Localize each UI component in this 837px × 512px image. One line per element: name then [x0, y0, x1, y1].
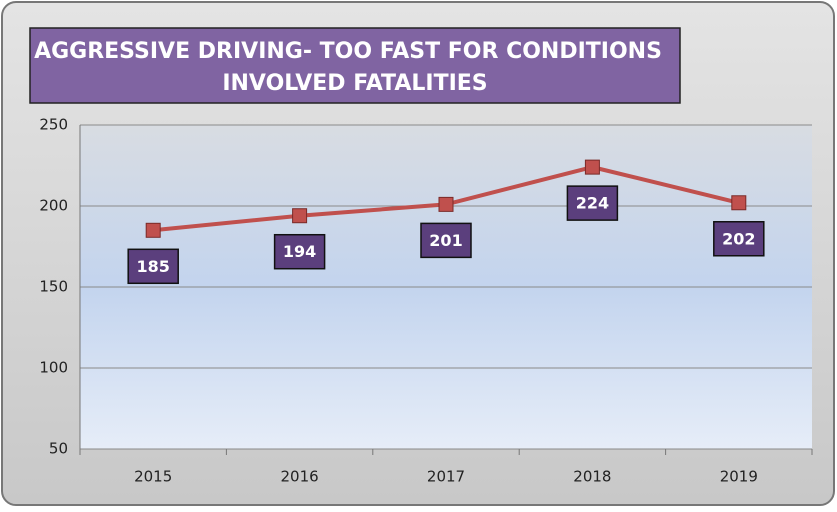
marker — [584, 159, 600, 175]
data-label-box — [713, 221, 765, 257]
data-label: 202 — [722, 229, 755, 248]
x-tick-label: 2015 — [134, 468, 172, 486]
data-label-box — [273, 233, 326, 270]
y-tick-label: 50 — [49, 440, 68, 458]
y-tick-label: 200 — [39, 197, 68, 215]
x-tick-label: 2018 — [573, 468, 611, 486]
marker — [292, 208, 308, 224]
y-tick-label: 150 — [39, 278, 68, 296]
data-label-box — [420, 222, 472, 259]
data-label: 224 — [576, 194, 609, 213]
x-tick-label: 2019 — [720, 468, 758, 486]
chart-title: INVOLVED FATALITIES — [222, 71, 487, 96]
y-tick-label: 100 — [39, 359, 68, 377]
data-label: 201 — [429, 231, 462, 250]
data-label: 185 — [136, 257, 169, 276]
y-tick-label: 250 — [39, 116, 68, 134]
data-label-box — [127, 248, 179, 285]
marker — [731, 195, 747, 211]
marker — [438, 196, 454, 212]
title-box — [29, 27, 681, 104]
chart-title: AGGRESSIVE DRIVING- TOO FAST FOR CONDITI… — [34, 39, 662, 64]
data-label-box — [566, 185, 619, 221]
data-label: 194 — [283, 242, 316, 261]
x-tick-label: 2017 — [427, 468, 465, 486]
marker — [145, 222, 161, 238]
x-tick-label: 2016 — [281, 468, 319, 486]
